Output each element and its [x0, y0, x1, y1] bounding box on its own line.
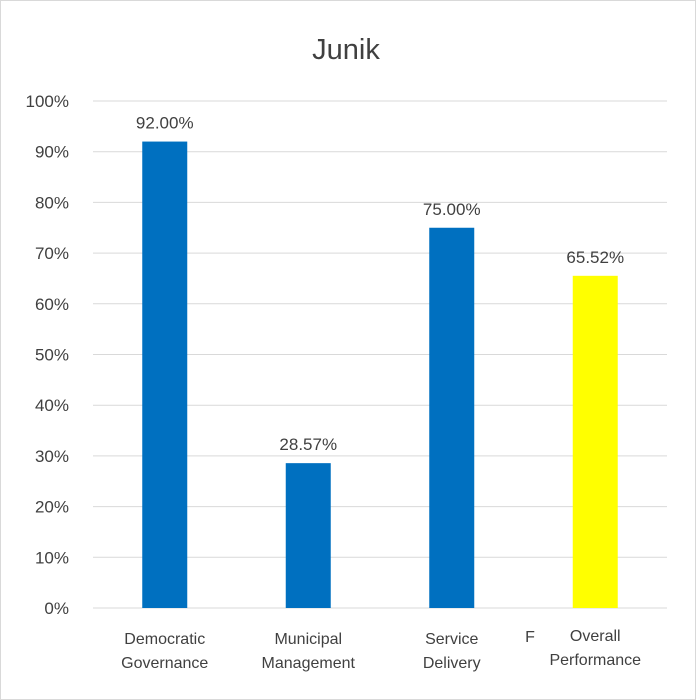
bar: [572, 275, 618, 608]
y-tick-label: 80%: [35, 193, 69, 212]
category-label: Overall Performance: [549, 628, 641, 669]
category-label: Democratic Governance: [121, 631, 208, 672]
data-label: 75.00%: [423, 200, 481, 219]
bar: [142, 141, 188, 608]
category-label: Municipal Management: [262, 631, 356, 672]
bars: [142, 141, 618, 608]
truncated-category-fragment: F: [525, 629, 535, 646]
y-tick-label: 50%: [35, 346, 69, 365]
chart-title: Junik: [312, 34, 380, 66]
y-tick-label: 100%: [26, 92, 69, 111]
y-tick-label: 60%: [35, 295, 69, 314]
data-label: 65.52%: [566, 248, 624, 267]
data-label: 92.00%: [136, 114, 194, 133]
y-tick-label: 40%: [35, 396, 69, 415]
y-axis-tick-labels: 0% 10% 20% 30% 40% 50% 60% 70% 80% 90% 100%: [26, 92, 69, 618]
data-labels: 92.00% 28.57% 75.00% 65.52%: [136, 114, 624, 455]
gridlines: [93, 100, 667, 609]
bar: [429, 227, 475, 608]
y-tick-label: 10%: [35, 548, 69, 567]
data-label: 28.57%: [279, 435, 337, 454]
y-tick-label: 0%: [44, 599, 69, 618]
y-tick-label: 30%: [35, 447, 69, 466]
x-axis-category-labels: Democratic Governance Municipal Management S…: [121, 628, 641, 672]
y-tick-label: 70%: [35, 244, 69, 263]
y-tick-label: 20%: [35, 498, 69, 517]
y-tick-label: 90%: [35, 143, 69, 162]
category-label: Service Delivery: [423, 631, 481, 672]
bar: [285, 463, 331, 608]
